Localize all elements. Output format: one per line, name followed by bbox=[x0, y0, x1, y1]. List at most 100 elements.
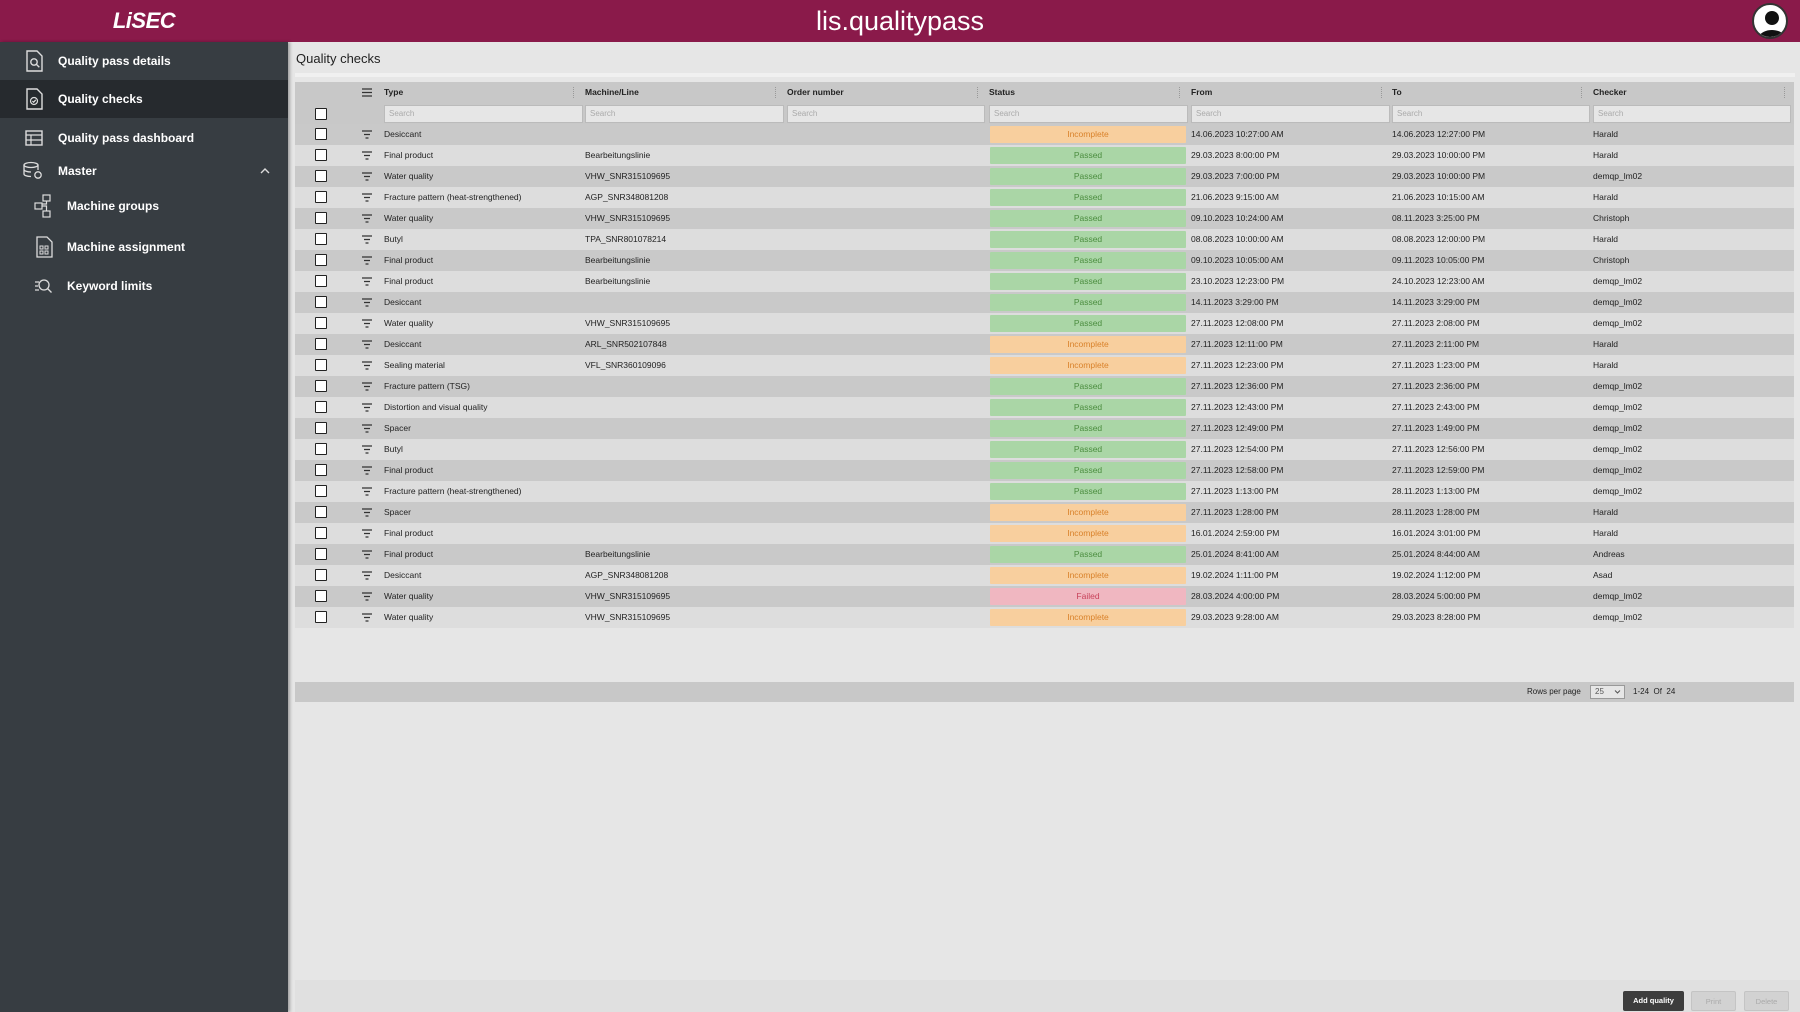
table-row[interactable]: Water quality VHW_SNR315109695 Incomplete 2… bbox=[295, 607, 1794, 628]
search-input-type[interactable]: Search bbox=[384, 105, 583, 123]
row-checkbox[interactable] bbox=[315, 485, 327, 497]
row-checkbox[interactable] bbox=[315, 527, 327, 539]
table-row[interactable]: Fracture pattern (TSG) Passed 27.11.2023 1… bbox=[295, 376, 1794, 397]
row-details-icon[interactable] bbox=[362, 424, 372, 433]
row-checkbox[interactable] bbox=[315, 443, 327, 455]
row-checkbox[interactable] bbox=[315, 590, 327, 602]
row-checkbox[interactable] bbox=[315, 359, 327, 371]
row-details-icon[interactable] bbox=[362, 613, 372, 622]
row-checkbox[interactable] bbox=[315, 506, 327, 518]
sidebar-item-keyword-limits[interactable]: Keyword limits bbox=[0, 267, 288, 305]
table-row[interactable]: Water quality VHW_SNR315109695 Passed 27.11… bbox=[295, 313, 1794, 334]
row-details-icon[interactable] bbox=[362, 550, 372, 559]
table-row[interactable]: Desiccant Passed 14.11.2023 3:29:00 PM 14.1… bbox=[295, 292, 1794, 313]
sidebar-item-machine-assignment[interactable]: Machine assignment bbox=[0, 228, 288, 266]
table-row[interactable]: Desiccant AGP_SNR348081208 Incomplete 19.02… bbox=[295, 565, 1794, 586]
table-row[interactable]: Fracture pattern (heat-strengthened) Pass… bbox=[295, 481, 1794, 502]
row-details-icon[interactable] bbox=[362, 529, 372, 538]
row-details-icon[interactable] bbox=[362, 487, 372, 496]
table-row[interactable]: Final product Bearbeitungslinie Passed 23.1… bbox=[295, 271, 1794, 292]
sidebar-item-machine-groups[interactable]: Machine groups bbox=[0, 187, 288, 225]
column-resize-handle[interactable] bbox=[1176, 87, 1180, 98]
row-details-icon[interactable] bbox=[362, 235, 372, 244]
table-row[interactable]: Sealing material VFL_SNR360109096 Incomple… bbox=[295, 355, 1794, 376]
row-checkbox[interactable] bbox=[315, 149, 327, 161]
row-checkbox[interactable] bbox=[315, 275, 327, 287]
delete-button[interactable]: Delete bbox=[1744, 991, 1789, 1011]
table-row[interactable]: Final product Bearbeitungslinie Passed 25.0… bbox=[295, 544, 1794, 565]
row-details-icon[interactable] bbox=[362, 130, 372, 139]
column-header-type[interactable]: Type bbox=[384, 87, 404, 97]
user-avatar[interactable] bbox=[1752, 3, 1788, 39]
rows-per-page-select[interactable]: 25 bbox=[1590, 685, 1625, 699]
row-checkbox[interactable] bbox=[315, 233, 327, 245]
table-row[interactable]: Water quality VHW_SNR315109695 Passed 09.10… bbox=[295, 208, 1794, 229]
table-row[interactable]: Final product Passed 27.11.2023 12:58:00 P… bbox=[295, 460, 1794, 481]
search-input-to[interactable]: Search bbox=[1392, 105, 1590, 123]
row-details-icon[interactable] bbox=[362, 382, 372, 391]
table-row[interactable]: Final product Bearbeitungslinie Passed 29.0… bbox=[295, 145, 1794, 166]
row-details-icon[interactable] bbox=[362, 172, 372, 181]
table-row[interactable]: Final product Bearbeitungslinie Passed 09.1… bbox=[295, 250, 1794, 271]
column-header-status[interactable]: Status bbox=[989, 87, 1015, 97]
row-details-icon[interactable] bbox=[362, 193, 372, 202]
row-details-icon[interactable] bbox=[362, 151, 372, 160]
row-checkbox[interactable] bbox=[315, 296, 327, 308]
row-details-icon[interactable] bbox=[362, 592, 372, 601]
table-row[interactable]: Desiccant Incomplete 14.06.2023 10:27:00 A… bbox=[295, 124, 1794, 145]
row-checkbox[interactable] bbox=[315, 212, 327, 224]
row-checkbox[interactable] bbox=[315, 611, 327, 623]
table-row[interactable]: Water quality VHW_SNR315109695 Failed 28.03… bbox=[295, 586, 1794, 607]
row-checkbox[interactable] bbox=[315, 317, 327, 329]
search-input-machine-line[interactable]: Search bbox=[585, 105, 784, 123]
chevron-up-icon[interactable] bbox=[258, 164, 272, 178]
column-resize-handle[interactable] bbox=[772, 87, 776, 98]
row-details-icon[interactable] bbox=[362, 445, 372, 454]
row-details-icon[interactable] bbox=[362, 466, 372, 475]
row-checkbox[interactable] bbox=[315, 401, 327, 413]
column-header-order-number[interactable]: Order number bbox=[787, 87, 844, 97]
search-input-order-number[interactable]: Search bbox=[787, 105, 985, 123]
sidebar-item-quality-checks[interactable]: Quality checks bbox=[0, 80, 288, 118]
table-row[interactable]: Fracture pattern (heat-strengthened) AGP_… bbox=[295, 187, 1794, 208]
table-row[interactable]: Water quality VHW_SNR315109695 Passed 29.03… bbox=[295, 166, 1794, 187]
row-details-icon[interactable] bbox=[362, 508, 372, 517]
column-menu-icon[interactable] bbox=[362, 88, 372, 97]
row-details-icon[interactable] bbox=[362, 298, 372, 307]
row-details-icon[interactable] bbox=[362, 277, 372, 286]
column-resize-handle[interactable] bbox=[974, 87, 978, 98]
row-details-icon[interactable] bbox=[362, 571, 372, 580]
column-resize-handle[interactable] bbox=[1578, 87, 1582, 98]
table-row[interactable]: Spacer Incomplete 27.11.2023 1:28:00 PM 28.… bbox=[295, 502, 1794, 523]
row-checkbox[interactable] bbox=[315, 548, 327, 560]
select-all-checkbox[interactable] bbox=[315, 108, 327, 120]
print-button[interactable]: Print bbox=[1691, 991, 1736, 1011]
column-header-machine-line[interactable]: Machine/Line bbox=[585, 87, 639, 97]
row-checkbox[interactable] bbox=[315, 191, 327, 203]
row-details-icon[interactable] bbox=[362, 214, 372, 223]
column-resize-handle[interactable] bbox=[570, 87, 574, 98]
sidebar-item-quality-pass-details[interactable]: Quality pass details bbox=[0, 42, 288, 80]
table-row[interactable]: Desiccant ARL_SNR502107848 Incomplete 27.11… bbox=[295, 334, 1794, 355]
row-details-icon[interactable] bbox=[362, 340, 372, 349]
search-input-status[interactable]: Search bbox=[989, 105, 1188, 123]
sidebar-item-master[interactable]: Master bbox=[0, 152, 288, 190]
row-checkbox[interactable] bbox=[315, 338, 327, 350]
add-quality-check-button[interactable]: Add quality check bbox=[1623, 991, 1684, 1011]
row-checkbox[interactable] bbox=[315, 128, 327, 140]
row-details-icon[interactable] bbox=[362, 319, 372, 328]
row-checkbox[interactable] bbox=[315, 254, 327, 266]
search-input-from[interactable]: Search bbox=[1191, 105, 1390, 123]
row-details-icon[interactable] bbox=[362, 403, 372, 412]
row-details-icon[interactable] bbox=[362, 361, 372, 370]
column-header-checker[interactable]: Checker bbox=[1593, 87, 1627, 97]
table-row[interactable]: Butyl TPA_SNR801078214 Passed 08.08.2023 10… bbox=[295, 229, 1794, 250]
sidebar-item-quality-pass-dashboard[interactable]: Quality pass dashboard bbox=[0, 119, 288, 157]
row-checkbox[interactable] bbox=[315, 380, 327, 392]
row-checkbox[interactable] bbox=[315, 422, 327, 434]
search-input-checker[interactable]: Search bbox=[1593, 105, 1791, 123]
row-checkbox[interactable] bbox=[315, 569, 327, 581]
column-resize-handle[interactable] bbox=[1378, 87, 1382, 98]
column-header-to[interactable]: To bbox=[1392, 87, 1402, 97]
table-row[interactable]: Butyl Passed 27.11.2023 12:54:00 PM 27.11.2… bbox=[295, 439, 1794, 460]
